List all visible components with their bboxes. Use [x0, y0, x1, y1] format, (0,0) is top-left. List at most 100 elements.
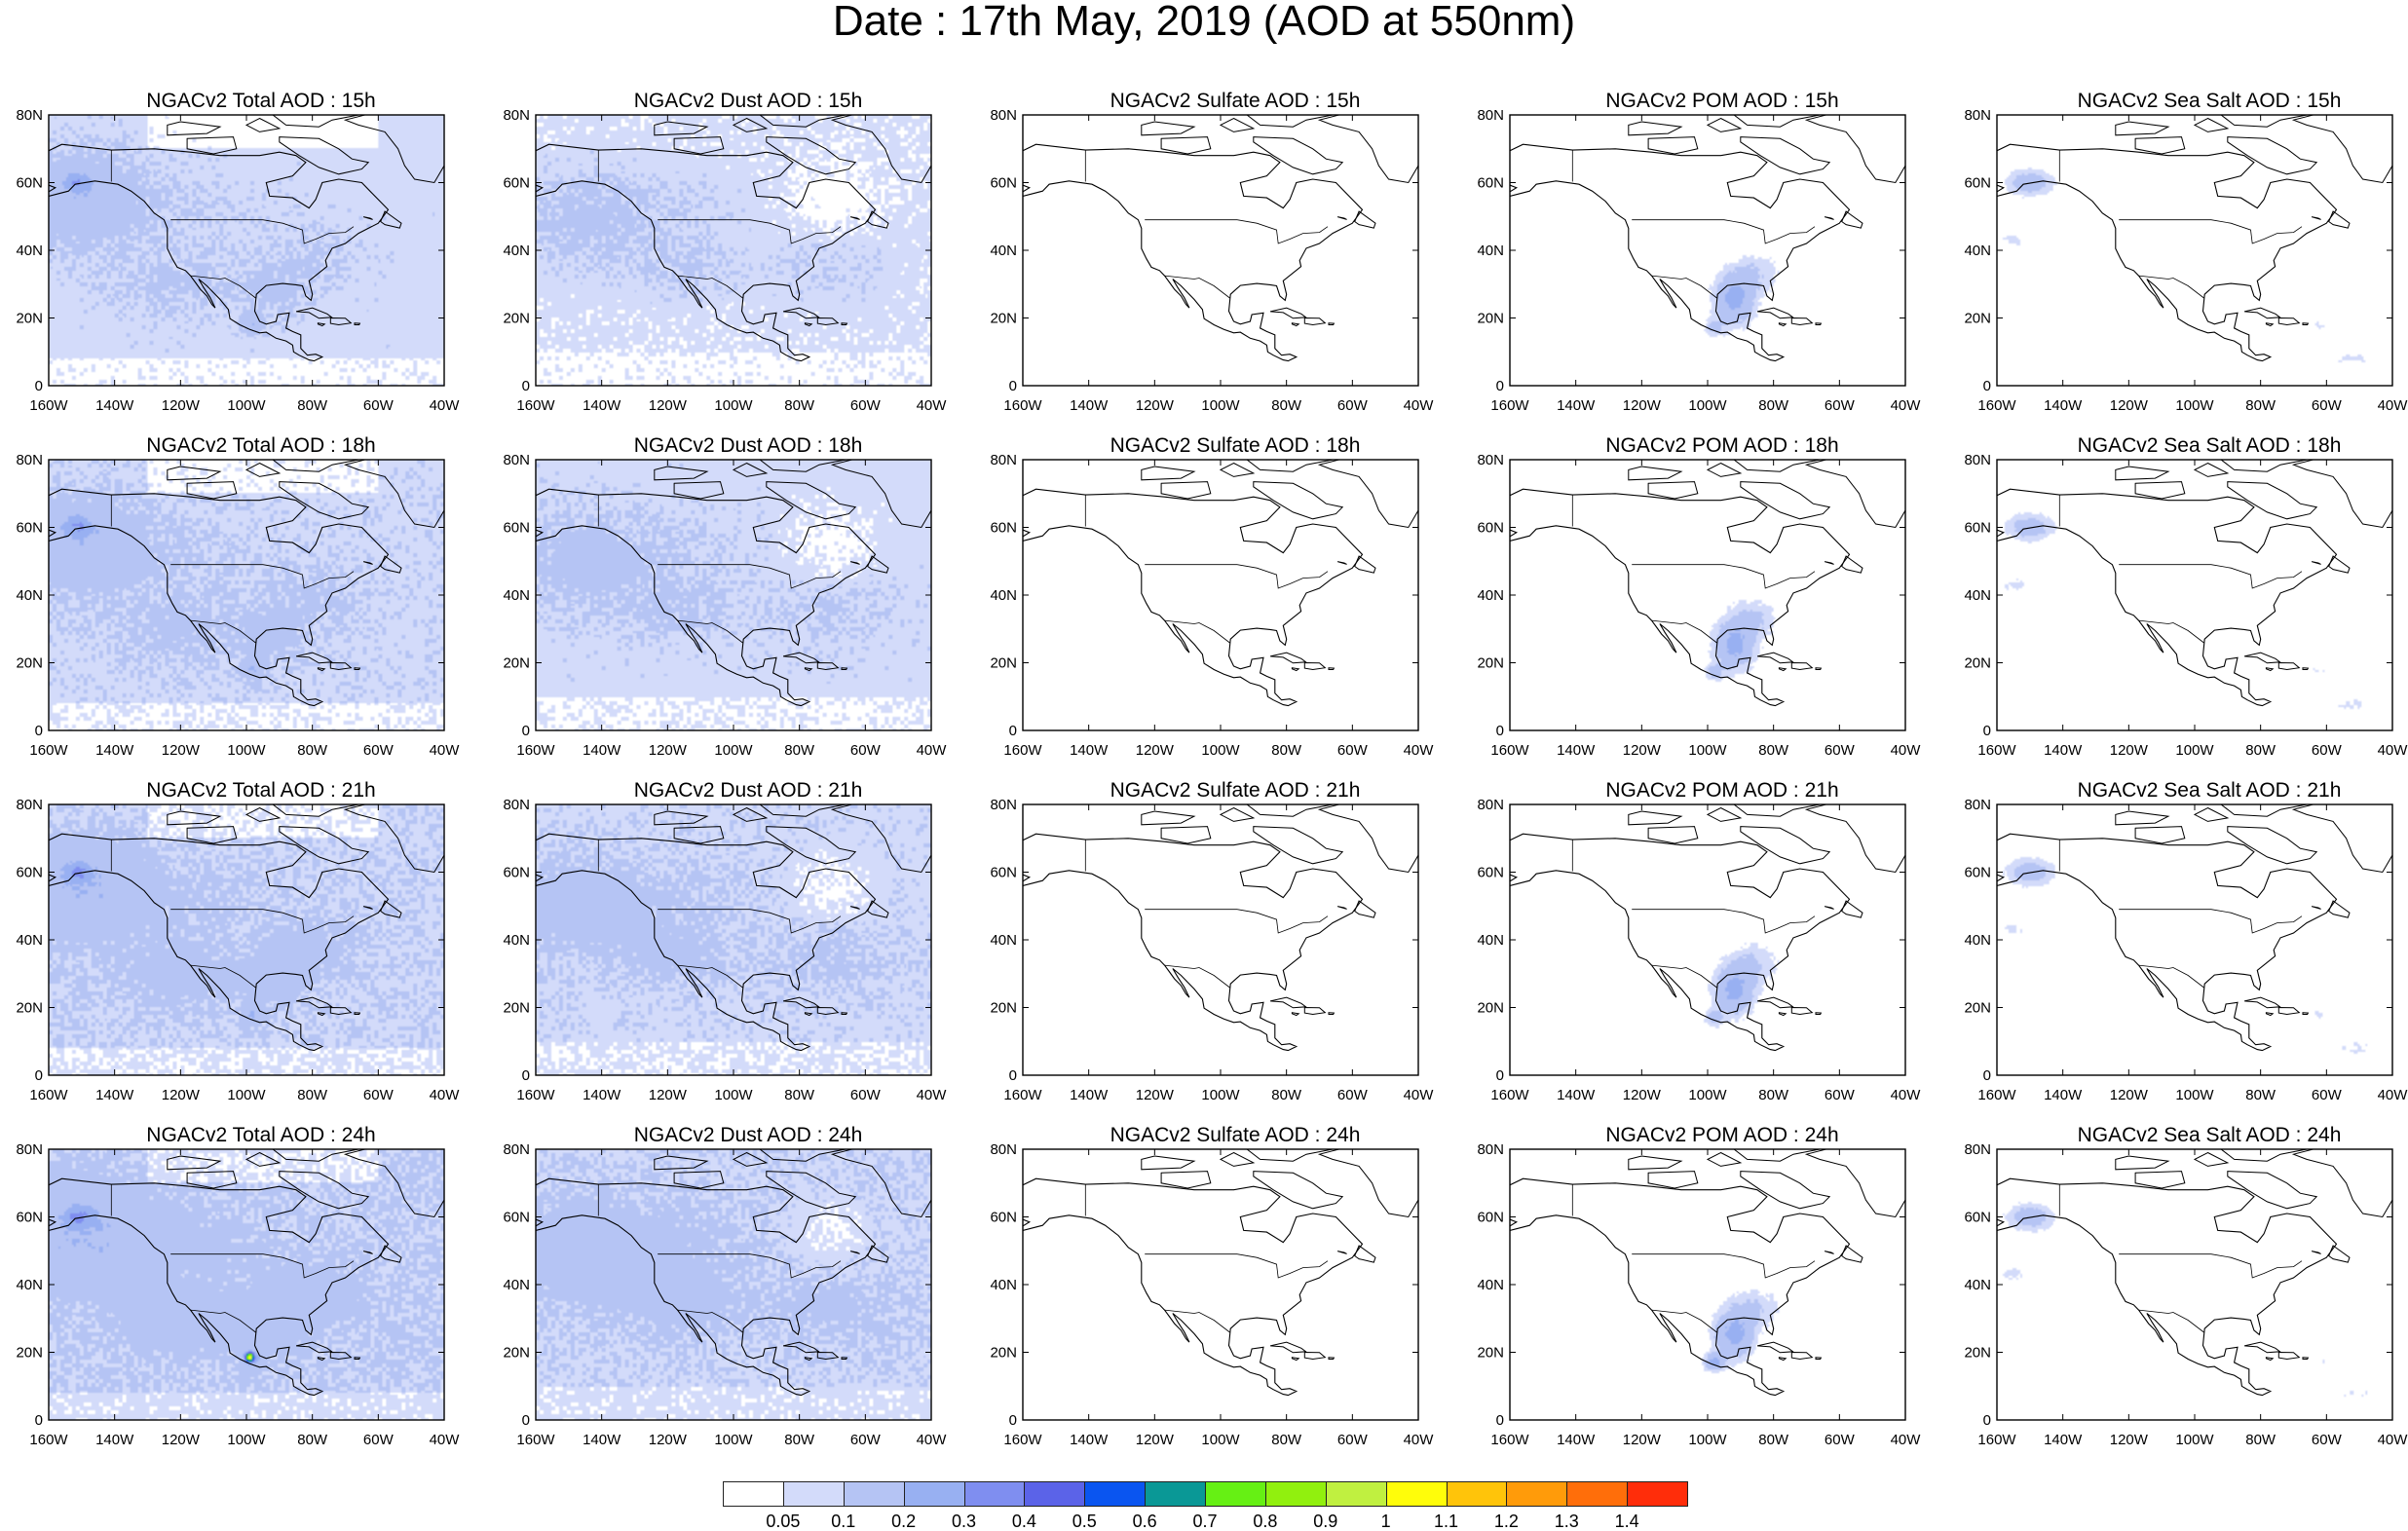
- island-outline: [1756, 1341, 1794, 1354]
- island-outline: [1219, 117, 1256, 132]
- country-border: [1632, 564, 1816, 589]
- panel-title: NGACv2 Sulfate AOD : 24h: [1110, 1124, 1361, 1146]
- lon-tick-label: 120W: [2110, 397, 2149, 414]
- lat-tick-label: 0: [35, 1067, 43, 1084]
- lat-tick-label: 80N: [16, 797, 43, 813]
- island-outline: [1141, 466, 1196, 481]
- map-panel-total-aod-3: NGACv2 Total AOD : 21h 0 20N 40N 60N 80N 160W 1…: [16, 779, 475, 1115]
- colorbar-swatch: [1446, 1481, 1508, 1507]
- island-outline: [1160, 826, 1212, 844]
- continent-outline: [1997, 488, 2338, 707]
- map-plot: 0 20N 40N 60N 80N 160W 140W 120W 100W 80W 60W 40W: [1477, 452, 1921, 759]
- lon-tick-label: 120W: [2110, 1087, 2149, 1103]
- lon-tick-label: 40W: [430, 742, 461, 759]
- lon-tick-label: 60W: [1337, 397, 1369, 414]
- aod-field: [1997, 804, 2392, 1075]
- island-outline: [2193, 1151, 2230, 1167]
- island-outline: [1706, 117, 1743, 132]
- island-outline: [2193, 117, 2230, 132]
- lon-tick-label: 60W: [1825, 742, 1856, 759]
- island-outline: [1336, 561, 1347, 565]
- island-outline: [1317, 1149, 1418, 1218]
- lon-tick-label: 120W: [1623, 397, 1662, 414]
- island-outline: [2193, 462, 2230, 477]
- lat-tick-label: 80N: [1477, 107, 1504, 124]
- country-border: [1651, 275, 1717, 299]
- colorbar-swatch: [963, 1481, 1026, 1507]
- lon-tick-label: 140W: [1557, 1432, 1596, 1448]
- island-outline: [2291, 804, 2392, 874]
- lon-tick-label: 160W: [29, 397, 68, 414]
- panel-title: NGACv2 Sea Salt AOD : 15h: [2077, 90, 2342, 112]
- island-outline: [1706, 1151, 1743, 1167]
- lon-tick-label: 80W: [1758, 742, 1789, 759]
- island-outline: [1328, 1012, 1336, 1015]
- island-outline: [245, 117, 282, 132]
- island-outline: [1740, 136, 1831, 175]
- island-outline: [841, 1012, 848, 1015]
- country-border: [658, 219, 842, 244]
- colorbar-label: 1.2: [1493, 1512, 1519, 1531]
- country-border: [190, 964, 256, 989]
- lat-tick-label: 40N: [16, 587, 43, 604]
- island-outline: [1291, 1012, 1300, 1017]
- map-panel-sea-salt-aod-2: NGACv2 Sea Salt AOD : 18h 0 20N 40N 60N 80N 16…: [1964, 434, 2408, 770]
- island-outline: [1628, 121, 1683, 136]
- colorbar-label: 0.9: [1313, 1512, 1338, 1531]
- island-outline: [1790, 1351, 1814, 1361]
- aod-field: [49, 804, 444, 1075]
- country-border: [1651, 619, 1717, 644]
- aod-field: [1510, 115, 1905, 386]
- lat-tick-label: 0: [1009, 1412, 1017, 1429]
- island-outline: [1354, 900, 1376, 918]
- lon-tick-label: 40W: [1404, 397, 1435, 414]
- lon-tick-label: 60W: [1337, 742, 1369, 759]
- island-outline: [673, 1171, 725, 1189]
- island-outline: [380, 210, 402, 229]
- continent-outline: [49, 833, 390, 1052]
- colorbar-swatch: [1205, 1481, 1266, 1507]
- lat-tick-label: 80N: [503, 107, 530, 124]
- island-outline: [279, 1171, 370, 1210]
- island-outline: [1647, 1171, 1699, 1189]
- lon-tick-label: 80W: [2245, 742, 2276, 759]
- island-outline: [732, 462, 769, 477]
- lon-tick-label: 160W: [29, 1432, 68, 1448]
- lon-tick-label: 120W: [2110, 1432, 2149, 1448]
- island-outline: [295, 652, 333, 664]
- lat-tick-label: 60N: [990, 865, 1017, 881]
- island-outline: [2302, 667, 2310, 670]
- lon-tick-label: 100W: [227, 742, 266, 759]
- island-outline: [380, 555, 402, 574]
- island-outline: [2243, 1341, 2281, 1354]
- country-border: [170, 219, 355, 244]
- island-outline: [1160, 1171, 1212, 1189]
- lon-tick-label: 140W: [2044, 1432, 2083, 1448]
- map-panel-sea-salt-aod-4: NGACv2 Sea Salt AOD : 24h 0 20N 40N 60N 80N 16…: [1964, 1124, 2408, 1460]
- island-outline: [841, 322, 848, 325]
- lon-tick-label: 40W: [1404, 1087, 1435, 1103]
- lon-tick-label: 120W: [1623, 1432, 1662, 1448]
- lat-tick-label: 60N: [990, 175, 1017, 192]
- lat-tick-label: 60N: [503, 520, 530, 537]
- island-outline: [1253, 481, 1344, 520]
- lon-tick-label: 120W: [649, 397, 688, 414]
- lon-tick-label: 60W: [850, 397, 882, 414]
- colorbar-label: 0.05: [766, 1512, 801, 1531]
- lon-tick-label: 80W: [784, 397, 815, 414]
- island-outline: [1756, 307, 1794, 319]
- colorbar-label: 0.4: [1011, 1512, 1036, 1531]
- island-outline: [2227, 136, 2318, 175]
- country-border: [2119, 564, 2303, 589]
- lon-tick-label: 80W: [1271, 1432, 1302, 1448]
- map-plot: 0 20N 40N 60N 80N 160W 140W 120W 100W 80W 60W 40W: [1964, 107, 2408, 414]
- island-outline: [673, 481, 725, 500]
- island-outline: [2134, 1171, 2186, 1189]
- island-outline: [867, 555, 889, 574]
- coastlines: [536, 1149, 931, 1397]
- island-outline: [830, 115, 931, 184]
- island-outline: [1328, 667, 1336, 670]
- country-border: [658, 1253, 842, 1279]
- island-outline: [2277, 1006, 2301, 1016]
- colorbar-label: 1.1: [1433, 1512, 1459, 1531]
